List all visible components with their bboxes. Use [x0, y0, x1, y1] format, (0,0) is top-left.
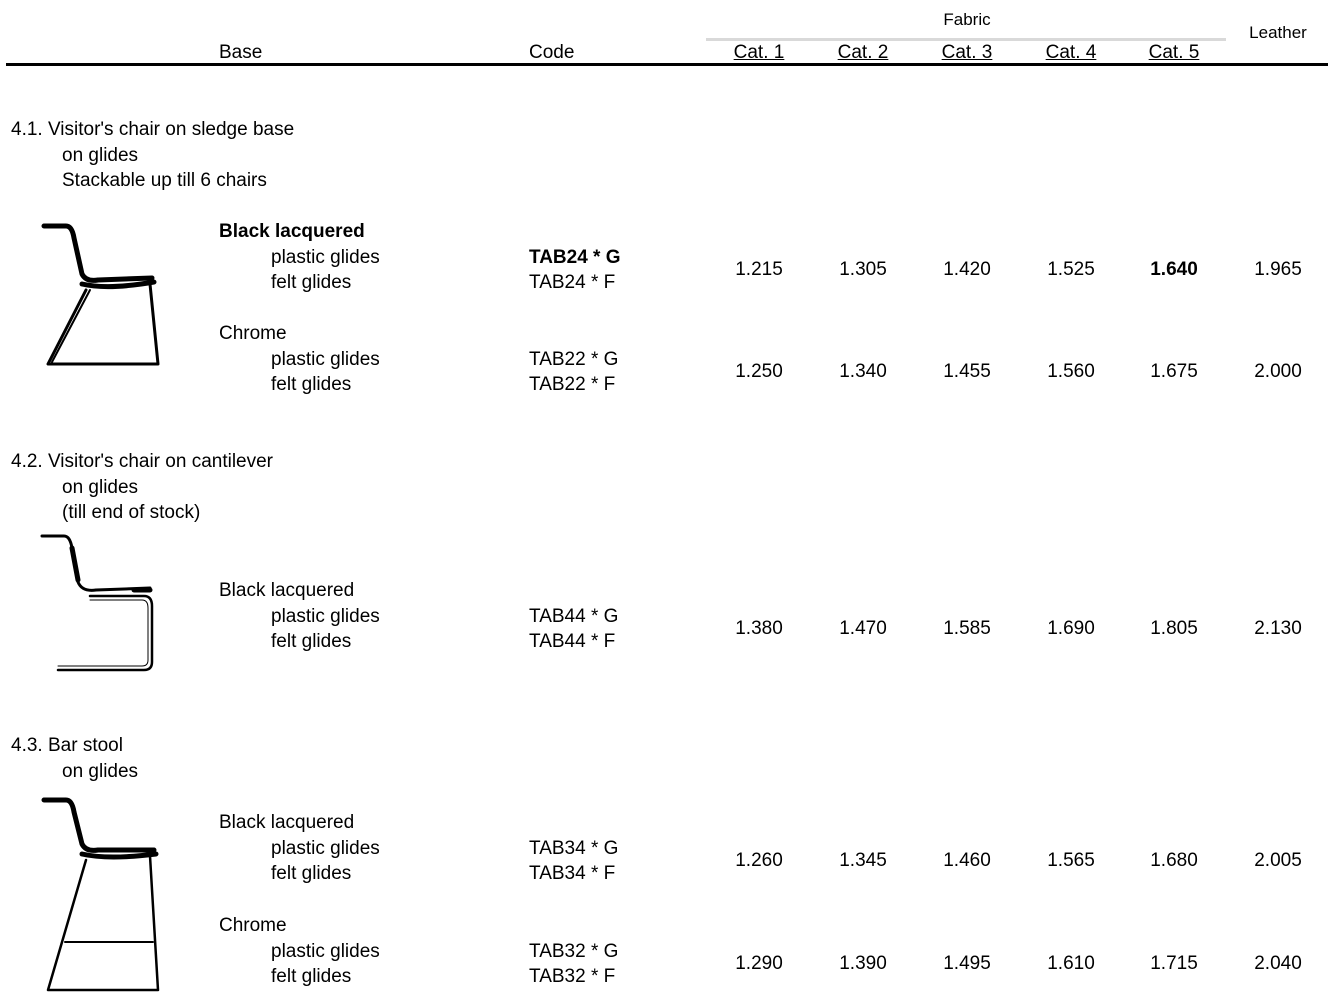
price: 1.460 [943, 849, 991, 871]
product-code: TAB24 * F [529, 272, 616, 293]
header-category: Cat. 5 [1148, 42, 1200, 63]
finish: Black lacquered [219, 580, 355, 601]
price: 1.565 [1047, 849, 1095, 871]
section-note: (till end of stock) [62, 502, 201, 523]
price: 1.305 [839, 258, 887, 280]
price: 1.610 [1047, 952, 1095, 974]
price: 1.585 [943, 617, 991, 639]
price: 1.525 [1047, 258, 1095, 280]
glide-option: felt glides [271, 863, 352, 884]
price: 1.715 [1150, 952, 1198, 974]
glide-option: felt glides [271, 374, 352, 395]
header-category: Cat. 4 [1045, 42, 1097, 63]
header-leather: Leather [1249, 23, 1307, 42]
price: 1.640 [1150, 258, 1198, 280]
finish: Chrome [219, 915, 287, 936]
product-code: TAB24 * G [529, 246, 621, 268]
price: 1.455 [943, 360, 991, 382]
header-code: Code [529, 42, 575, 63]
price: 1.215 [735, 258, 783, 280]
product-code: TAB22 * G [529, 348, 619, 370]
price: 1.390 [839, 952, 887, 974]
section-title: 4.2. Visitor's chair on cantilever [11, 451, 274, 472]
product-code: TAB22 * F [529, 374, 616, 395]
section-note: on glides [62, 144, 139, 166]
product-code: TAB34 * F [529, 863, 616, 884]
section-note: on glides [62, 476, 139, 498]
product-code: TAB34 * G [529, 837, 619, 859]
price: 1.250 [735, 360, 783, 382]
product-code: TAB32 * G [529, 940, 619, 962]
glide-option: plastic glides [271, 605, 380, 627]
section-note: on glides [62, 760, 139, 782]
glide-option: plastic glides [271, 348, 380, 370]
fabric-rule [706, 38, 1226, 41]
price: 1.680 [1150, 849, 1198, 871]
price: 1.380 [735, 617, 783, 639]
price: 1.470 [839, 617, 887, 639]
price: 1.805 [1150, 617, 1198, 639]
product-code: TAB44 * G [529, 605, 619, 627]
price: 1.340 [839, 360, 887, 382]
header-rule [6, 63, 1328, 66]
price: 2.000 [1254, 360, 1302, 382]
finish: Black lacquered [219, 221, 365, 242]
price: 1.965 [1254, 258, 1302, 280]
price: 1.560 [1047, 360, 1095, 382]
price: 1.495 [943, 952, 991, 974]
chair-sledge-image [41, 223, 160, 366]
glide-option: felt glides [271, 631, 352, 652]
glide-option: felt glides [271, 272, 352, 293]
price: 2.130 [1254, 617, 1302, 639]
header-category: Cat. 1 [733, 42, 785, 63]
price: 1.690 [1047, 617, 1095, 639]
chair-bar-stool-image [41, 797, 160, 992]
price: 2.005 [1254, 849, 1302, 871]
product-code: TAB44 * F [529, 631, 616, 652]
section-title: 4.1. Visitor's chair on sledge base [11, 119, 295, 140]
section-note: Stackable up till 6 chairs [62, 170, 267, 191]
glide-option: plastic glides [271, 940, 380, 962]
price: 1.675 [1150, 360, 1198, 382]
header-category: Cat. 2 [837, 42, 889, 63]
price: 1.290 [735, 952, 783, 974]
finish: Black lacquered [219, 812, 355, 833]
glide-option: felt glides [271, 966, 352, 987]
price: 1.420 [943, 258, 991, 280]
chair-cantilever-image [40, 534, 154, 672]
header-fabric: Fabric [943, 10, 991, 29]
section-title: 4.3. Bar stool [11, 735, 123, 756]
glide-option: plastic glides [271, 246, 380, 268]
header-base: Base [219, 42, 263, 63]
product-code: TAB32 * F [529, 966, 616, 987]
glide-option: plastic glides [271, 837, 380, 859]
finish: Chrome [219, 323, 287, 344]
price: 2.040 [1254, 952, 1302, 974]
header-category: Cat. 3 [941, 42, 993, 63]
price: 1.260 [735, 849, 783, 871]
price: 1.345 [839, 849, 887, 871]
